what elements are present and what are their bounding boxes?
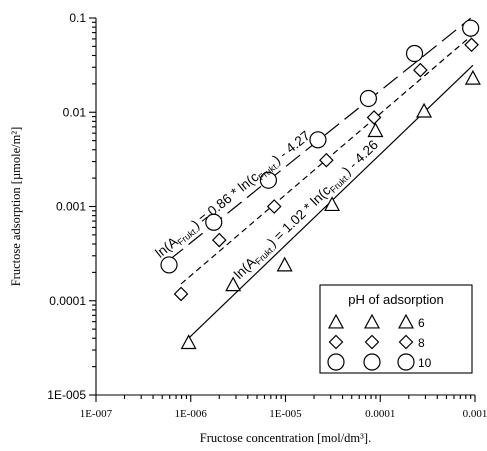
y-tick-label: 0.01 [63, 105, 87, 119]
x-axis-title: Fructose concentration [mol/dm³]. [200, 431, 371, 445]
legend-marker-triangle [397, 313, 415, 329]
data-point-ph-6 [367, 122, 384, 138]
fit-annotations: ln(AFrukt.) = 0.86 * ln(cFrukt.) - 4.27l… [153, 128, 382, 283]
data-point-ph-8 [464, 37, 479, 53]
legend-marker-diamond [328, 334, 344, 350]
data-point-ph-8 [319, 152, 334, 168]
legend-marker-diamond [364, 334, 380, 350]
equation-text: ) - 4.26 [340, 137, 381, 177]
fit-equation-ph-6: ln(AFrukt.) = 1.02 * ln(cFrukt.) - 4.26 [231, 137, 382, 283]
equation-text: ) = 0.86 * ln(c [189, 169, 262, 231]
legend-box [319, 284, 473, 374]
data-point-ph-8 [173, 286, 189, 302]
y-tick-label: 0.0001 [49, 294, 86, 308]
chart-axes: 1E-007 1E-006 1E-005 0.0001 0.001 1E-005 0.000… [9, 11, 487, 445]
data-point-ph-6 [276, 256, 293, 272]
data-point-ph-10 [462, 19, 480, 37]
data-point-ph-10 [309, 131, 327, 149]
equation-text: ) - 4.27 [270, 128, 313, 166]
x-tick-label: 0.001 [463, 408, 487, 420]
data-point-ph-10 [405, 44, 424, 63]
data-point-ph-10 [160, 256, 178, 274]
x-tick-label: 1E-006 [175, 408, 208, 420]
fit-equation-ph-10: ln(AFrukt.) = 0.86 * ln(cFrukt.) - 4.27 [153, 128, 315, 262]
data-point-ph-10 [259, 171, 278, 189]
y-tick-label: 1E-005 [47, 388, 86, 402]
data-point-ph-6 [324, 196, 341, 212]
y-axis-title: Fructose adsorption [µmole/m²] [9, 127, 23, 287]
x-tick-label: 1E-005 [269, 408, 302, 420]
data-points [160, 19, 481, 350]
data-point-ph-8 [266, 199, 282, 214]
y-tick-label: 0.001 [56, 200, 86, 214]
x-tick-label: 1E-007 [80, 408, 113, 420]
data-point-ph-8 [366, 110, 382, 125]
data-point-ph-8 [413, 62, 428, 78]
data-point-ph-6 [416, 102, 433, 118]
legend-marker-triangle [327, 313, 345, 329]
legend: pH of adsorption 6 8 10 [319, 284, 473, 374]
y-tick-label: 0.1 [69, 11, 86, 25]
data-point-ph-6 [180, 334, 197, 350]
x-tick-label: 0.0001 [365, 408, 395, 420]
legend-label-ph-6: 6 [418, 316, 425, 330]
legend-title: pH of adsorption [348, 292, 443, 307]
legend-marker-circle [327, 353, 345, 371]
legend-label-ph-8: 8 [418, 336, 425, 350]
data-point-ph-6 [225, 276, 242, 292]
legend-marker-triangle [363, 313, 381, 329]
legend-marker-circle [397, 353, 415, 371]
legend-marker-diamond [398, 334, 414, 350]
legend-label-ph-10: 10 [418, 356, 432, 370]
data-point-ph-8 [211, 232, 227, 248]
data-point-ph-6 [464, 69, 481, 85]
data-point-ph-10 [205, 213, 223, 231]
legend-marker-circle [363, 353, 381, 371]
equation-text: ) = 1.02 * ln(c [265, 182, 334, 249]
data-point-ph-10 [359, 89, 378, 108]
